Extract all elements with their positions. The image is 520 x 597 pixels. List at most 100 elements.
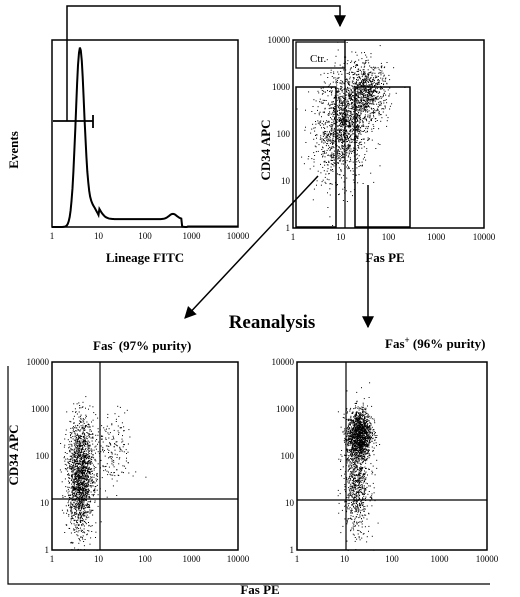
- fas-negative-dot: [96, 478, 98, 480]
- sort-plot-dot: [332, 135, 334, 137]
- fas-negative-dot: [69, 466, 71, 468]
- fas-negative-dot: [72, 495, 74, 497]
- sort-plot-dot: [356, 153, 358, 155]
- fas-negative-dot: [94, 501, 96, 503]
- sort-plot-dot: [360, 141, 362, 143]
- fas-negative-dot: [83, 455, 85, 457]
- fas-positive-dot: [354, 407, 356, 409]
- sort-plot-dot: [330, 148, 332, 150]
- sort-plot-dot: [348, 125, 350, 127]
- sort-plot-dot: [342, 66, 344, 68]
- fas-negative-dot: [70, 427, 72, 429]
- sort-plot-dot: [379, 72, 381, 74]
- sort-plot-dot: [330, 154, 332, 156]
- fas-negative-dot: [90, 437, 92, 439]
- sort-plot-dot: [385, 77, 387, 79]
- sort-plot-dot: [343, 149, 345, 151]
- fas-positive-dot: [350, 428, 352, 430]
- fas-negative-dot: [85, 437, 87, 439]
- sort-plot-dot: [341, 139, 343, 141]
- sort-plot-dot: [339, 88, 341, 90]
- fas-negative-dot: [83, 453, 84, 455]
- sort-plot-dot: [378, 101, 380, 103]
- sort-plot-dot: [362, 122, 364, 124]
- sort-plot-dot: [356, 128, 358, 130]
- sort-plot-dot: [384, 66, 386, 68]
- sort-plot-dot: [359, 141, 361, 143]
- fas-positive-dot: [368, 443, 370, 445]
- fas-negative-dot: [112, 474, 114, 476]
- sort-plot-dot: [353, 77, 355, 79]
- fas-negative-dot: [102, 446, 104, 448]
- sort-plot-dot: [323, 124, 325, 126]
- sort-plot-dot: [374, 118, 376, 120]
- sort-plot-dot: [353, 111, 355, 113]
- fas-negative-dot: [91, 476, 93, 478]
- fas-negative-dot: [70, 501, 72, 503]
- fas-negative-dot: [73, 467, 75, 469]
- sort-plot-dot: [336, 135, 338, 137]
- sort-plot-dot: [365, 131, 367, 133]
- sort-plot-dot: [348, 166, 350, 168]
- sort-plot-dot: [321, 116, 322, 118]
- sort-plot-dot: [346, 152, 348, 154]
- sort-plot-dot: [331, 155, 333, 156]
- fas-negative-dot: [72, 411, 74, 413]
- sort-plot-dot: [375, 97, 377, 99]
- sort-plot-dot: [365, 87, 367, 89]
- sort-plot-dot: [336, 121, 338, 123]
- fas-negative-dot: [80, 500, 82, 502]
- fas-negative-dot: [81, 514, 83, 516]
- fas-negative-dot: [85, 477, 87, 479]
- fas-negative-dot: [101, 435, 103, 437]
- fas-negative-dot: [88, 434, 90, 436]
- sort-plot-dot: [371, 75, 373, 77]
- sort-plot-dot: [345, 126, 347, 128]
- fas-negative-dot: [73, 459, 75, 461]
- sort-plot-dot: [369, 94, 371, 96]
- fas-negative-dot: [75, 516, 76, 518]
- sort-plot-dot: [356, 142, 358, 143]
- sort-plot-dot: [352, 92, 354, 94]
- fas-negative-dot: [74, 451, 76, 453]
- sort-plot-dot: [342, 156, 343, 158]
- sort-plot-dot: [339, 124, 341, 126]
- fas-negative-dot: [73, 422, 75, 424]
- sort-plot-dot: [363, 96, 364, 98]
- fas-positive-dot: [352, 413, 354, 414]
- fas-positive-dot: [366, 442, 368, 444]
- fas-negative-dot: [116, 495, 118, 496]
- sort-plot-dot: [358, 122, 360, 124]
- sort-plot-dot: [354, 83, 356, 85]
- fas-negative-dot: [85, 492, 87, 494]
- sort-plot-dot: [327, 207, 329, 208]
- fas-positive-dot: [347, 444, 349, 446]
- sort-plot-dot: [315, 123, 317, 125]
- fas-negative-dot: [117, 425, 119, 427]
- sort-plot-dot: [329, 149, 331, 151]
- fas-negative-dot: [78, 411, 80, 413]
- fas-negative-dot: [79, 442, 81, 444]
- fas-negative-dot: [70, 508, 72, 510]
- fas-negative-dot: [76, 468, 78, 470]
- fas-negative-dot: [85, 415, 87, 417]
- fas-positive-dot: [379, 444, 381, 445]
- fas-negative-dot: [78, 514, 80, 516]
- histogram-curve: [52, 47, 238, 228]
- sort-plot-dot: [347, 168, 349, 170]
- fas-negative-dot: [97, 494, 99, 496]
- sort-plot-dot: [364, 79, 366, 81]
- fas-negative-dot: [101, 425, 103, 427]
- fas-negative-dot: [79, 490, 81, 491]
- fas-negative-dot: [108, 433, 110, 435]
- sort-plot-dot: [343, 141, 345, 143]
- sort-plot-dot: [358, 115, 360, 117]
- sort-plot-dot: [355, 114, 357, 116]
- fas-negative-dot: [79, 456, 80, 458]
- fas-positive-dot: [366, 449, 368, 451]
- fas-negative-dot: [78, 448, 80, 450]
- fas-negative-dot: [88, 408, 89, 410]
- sort-plot-dot: [313, 158, 315, 160]
- fas-negative-dot: [85, 442, 87, 444]
